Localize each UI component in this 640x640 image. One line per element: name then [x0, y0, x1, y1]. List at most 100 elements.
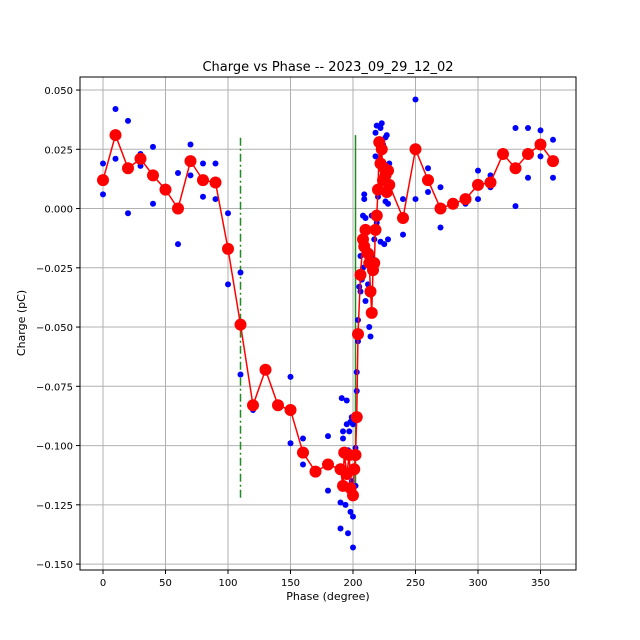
- raw-point: [300, 461, 306, 468]
- raw-point: [371, 236, 378, 243]
- y-tick-label: 0.025: [44, 145, 73, 156]
- raw-point: [525, 174, 531, 181]
- raw-point: [366, 324, 373, 331]
- raw-point: [150, 200, 156, 207]
- raw-point: [237, 371, 244, 378]
- mean-point: [209, 176, 222, 189]
- y-tick-label: 0.000: [44, 205, 73, 216]
- raw-point: [112, 105, 119, 112]
- mean-point: [349, 449, 362, 462]
- raw-point: [340, 435, 346, 442]
- mean-point: [364, 285, 377, 298]
- mean-point: [369, 223, 382, 236]
- x-tick-label: 0: [100, 578, 106, 589]
- raw-point: [287, 373, 294, 380]
- raw-point: [175, 169, 181, 176]
- raw-point: [512, 203, 519, 210]
- raw-point: [325, 487, 331, 494]
- mean-point: [309, 465, 322, 478]
- raw-point: [225, 281, 231, 288]
- mean-point: [354, 268, 367, 281]
- mean-point: [222, 242, 234, 255]
- mean-point: [234, 318, 247, 331]
- mean-point: [383, 178, 396, 191]
- mean-point: [147, 169, 159, 182]
- raw-point: [337, 499, 344, 506]
- x-tick-label: 350: [531, 578, 550, 589]
- raw-point: [378, 120, 385, 127]
- mean-point: [347, 489, 359, 502]
- raw-point: [343, 397, 350, 404]
- raw-point: [372, 129, 379, 136]
- y-tick-label: −0.075: [36, 382, 73, 393]
- raw-point: [437, 224, 444, 231]
- mean-point: [534, 138, 547, 151]
- mean-point: [350, 411, 363, 424]
- raw-point: [212, 196, 219, 203]
- mean-point: [109, 129, 122, 142]
- y-tick-label: −0.025: [36, 264, 73, 275]
- raw-point: [437, 184, 444, 191]
- raw-point: [385, 236, 391, 243]
- x-tick-label: 200: [343, 578, 362, 589]
- mean-point: [484, 176, 497, 189]
- mean-point: [352, 328, 364, 341]
- mean-point: [322, 458, 334, 471]
- x-tick-label: 50: [159, 578, 172, 589]
- raw-point: [362, 297, 369, 304]
- raw-point: [200, 193, 206, 200]
- raw-point: [200, 160, 206, 167]
- raw-point: [325, 433, 331, 440]
- mean-point: [259, 363, 272, 376]
- raw-point: [383, 132, 390, 139]
- raw-point: [512, 124, 519, 131]
- x-tick-label: 100: [218, 578, 237, 589]
- raw-point: [377, 124, 384, 131]
- raw-point: [350, 544, 356, 551]
- x-tick-label: 300: [468, 578, 487, 589]
- raw-point: [537, 127, 544, 134]
- y-tick-label: 0.050: [44, 86, 73, 97]
- raw-point: [550, 174, 556, 181]
- mean-point: [365, 306, 378, 319]
- x-ticks: 0 50 100 150 200 250 300 350: [100, 570, 550, 589]
- raw-point: [350, 513, 356, 520]
- axes-frame: [79, 76, 577, 571]
- mean-point: [272, 399, 284, 412]
- y-tick-label: −0.050: [36, 323, 73, 334]
- raw-point: [412, 196, 419, 203]
- raw-point: [125, 117, 131, 124]
- raw-point: [187, 141, 194, 148]
- raw-point: [385, 200, 391, 207]
- mean-point: [159, 183, 172, 196]
- mean-point: [382, 164, 394, 177]
- y-tick-label: −0.125: [36, 501, 73, 512]
- raw-point: [475, 167, 481, 174]
- mean-point: [348, 463, 361, 476]
- raw-point: [475, 196, 481, 203]
- raw-point: [400, 196, 406, 203]
- y-ticks: 0.050 0.025 0.000 −0.025 −0.050 −0.075 −0.100 −…: [36, 86, 80, 571]
- y-tick-label: −0.150: [36, 560, 73, 571]
- raw-point: [187, 172, 194, 179]
- raw-point: [338, 395, 345, 402]
- raw-point: [537, 153, 544, 160]
- mean-point: [370, 209, 383, 222]
- raw-point: [100, 160, 106, 167]
- mean-point: [122, 162, 134, 175]
- raw-point: [425, 188, 431, 195]
- mean-point: [509, 162, 522, 175]
- mean-point: [434, 202, 447, 215]
- x-tick-label: 250: [406, 578, 425, 589]
- mean-point: [134, 152, 147, 165]
- mean-point: [97, 174, 109, 187]
- grid: [80, 77, 576, 570]
- raw-point: [345, 530, 351, 537]
- raw-point: [362, 215, 369, 222]
- mean-point: [368, 257, 381, 270]
- raw-point: [350, 421, 356, 428]
- raw-point: [125, 210, 131, 217]
- raw-point: [342, 501, 349, 508]
- raw-point: [237, 269, 244, 276]
